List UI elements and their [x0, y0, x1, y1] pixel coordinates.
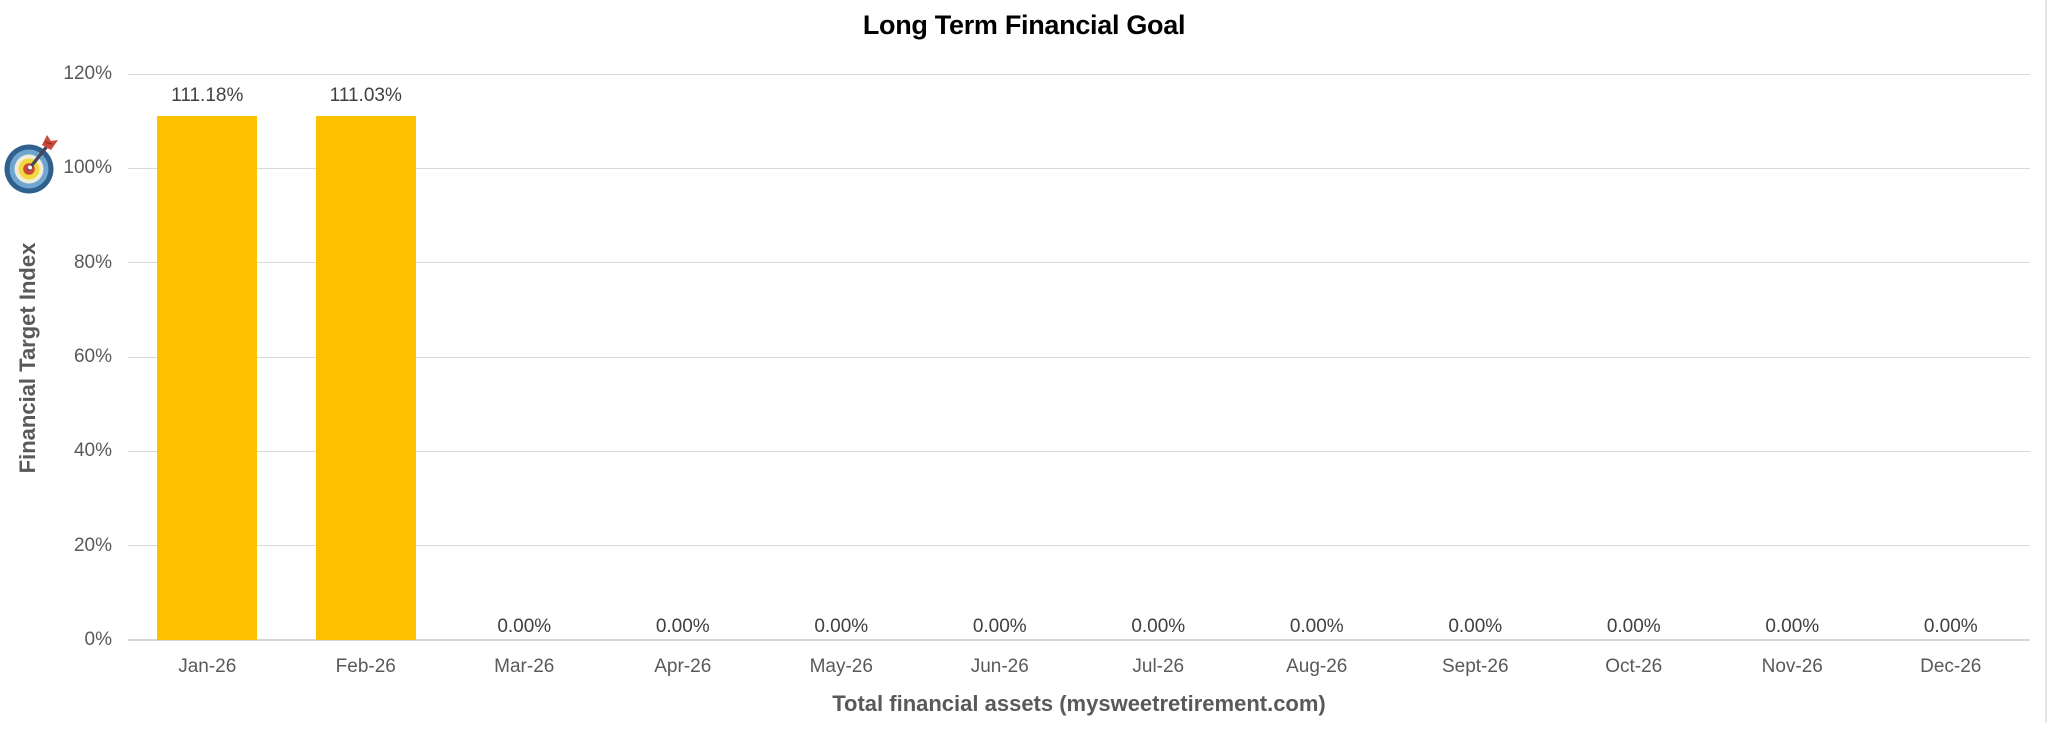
y-tick-label: 0%: [84, 629, 112, 650]
data-label: 0.00%: [1131, 616, 1186, 637]
gridline: [128, 356, 2030, 358]
x-tick-label: Sept-26: [1441, 656, 1509, 677]
target-icon: [4, 135, 58, 194]
y-tick-label: 100%: [63, 157, 112, 179]
x-tick-label: Dec-26: [1920, 656, 1982, 677]
x-tick-label: Jul-26: [1132, 656, 1185, 677]
y-tick-label: 60%: [73, 346, 112, 367]
data-label: 0.00%: [1448, 616, 1503, 637]
gridline: [128, 450, 2030, 452]
x-tick-label: Jan-26: [178, 656, 237, 677]
data-label: 0.00%: [1923, 616, 1978, 637]
y-tick-label: 20%: [73, 534, 112, 556]
x-axis-title: Total financial assets (mysweetretiremen…: [832, 691, 1326, 716]
x-tick-label: Oct-26: [1605, 656, 1663, 677]
y-tick-label: 120%: [63, 63, 112, 84]
data-label: 0.00%: [814, 616, 869, 637]
data-label: 0.00%: [1606, 616, 1661, 637]
data-label: 111.03%: [329, 85, 402, 107]
gridline: [128, 262, 2030, 264]
gridline: [128, 167, 2030, 169]
x-tick-label: Mar-26: [494, 656, 555, 677]
data-label: 0.00%: [497, 616, 552, 637]
chart-right-border: [2045, 0, 2047, 723]
x-tick-label: May-26: [809, 656, 873, 677]
x-tick-label: Apr-26: [654, 656, 712, 677]
x-tick-label: Aug-26: [1286, 656, 1348, 677]
x-tick-label: Jun-26: [970, 656, 1029, 677]
data-label: 111.18%: [171, 84, 244, 106]
data-label: 0.00%: [1289, 616, 1344, 637]
data-label: 0.00%: [1765, 616, 1820, 637]
x-tick-label: Nov-26: [1761, 656, 1823, 677]
chart-title: Long Term Financial Goal: [862, 10, 1186, 40]
x-axis-line: [128, 639, 2030, 641]
data-label: 0.00%: [972, 616, 1027, 637]
x-tick-label: Feb-26: [335, 656, 396, 677]
gridline: [128, 73, 2030, 75]
data-label: 0.00%: [655, 616, 710, 637]
bar-feb-26: [315, 116, 416, 640]
y-tick-label: 80%: [73, 251, 112, 273]
gridline: [128, 545, 2030, 547]
bar-jan-26: [157, 115, 258, 640]
y-tick-label: 40%: [73, 440, 112, 462]
